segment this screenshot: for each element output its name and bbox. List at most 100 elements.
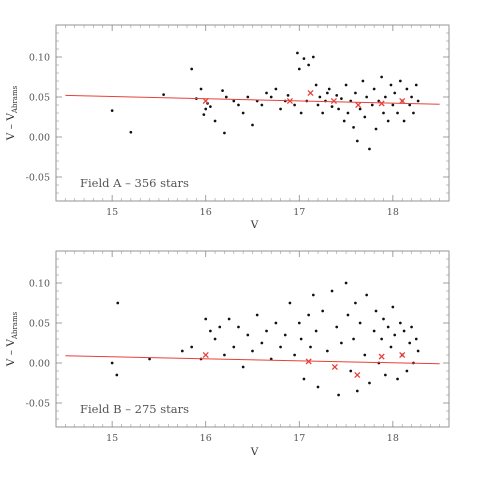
data-point [363,353,367,357]
data-point [209,329,212,333]
binned-mean-marker [354,371,361,379]
data-point [416,99,420,103]
data-point [393,333,397,337]
data-point [349,369,353,373]
data-point [398,79,402,83]
data-point [232,99,236,103]
data-point [227,317,231,321]
data-point [311,293,315,297]
binned-mean-marker [378,100,385,107]
x-axis-label: V [250,446,259,458]
data-point [365,95,369,99]
y-tick-label: 0.05 [29,319,50,330]
data-point [255,313,259,317]
data-point [223,353,226,357]
data-point [374,127,378,131]
binned-mean-marker [378,353,385,360]
data-point [402,329,406,333]
data-point [389,83,393,87]
data-point [344,83,348,87]
y-tick-label: 0.05 [29,93,50,104]
data-point [382,317,385,321]
data-point [380,75,383,79]
data-point [327,87,331,91]
data-point [321,111,325,115]
data-point [396,377,399,381]
data-point [224,95,228,99]
data-point [402,119,406,123]
data-point [335,325,339,329]
data-point [116,301,120,305]
data-point [344,281,348,285]
data-point [213,337,217,341]
data-point [265,329,268,333]
data-point [340,97,343,100]
data-point [410,95,413,99]
y-axis-label: V – VAbrams [5,85,19,141]
data-point [316,385,320,389]
data-point [384,373,387,377]
y-tick-label: 0.10 [29,53,50,64]
data-point [380,337,383,341]
y-tick-label: 0.10 [29,279,50,290]
data-point [286,94,290,97]
data-point [218,325,222,329]
data-point [384,95,387,99]
data-point [204,317,208,321]
data-point [221,89,224,92]
data-point [311,55,315,59]
data-point [293,103,296,107]
data-point [316,103,320,107]
data-point [405,369,409,373]
data-point [416,349,420,353]
data-point [414,337,418,341]
data-point [246,95,250,99]
data-point [365,293,369,297]
data-point [213,119,217,123]
data-point [372,329,376,333]
x-tick-label: 17 [293,433,305,444]
data-point [307,63,310,67]
data-point [299,111,303,115]
y-tick-label: -0.05 [26,173,50,184]
data-point [321,309,325,313]
x-tick-label: 16 [200,207,212,218]
data-point [410,325,413,329]
data-point [297,67,301,71]
fit-line [65,355,440,365]
data-point [190,345,194,349]
data-point [209,105,212,108]
binned-mean-marker [330,97,337,105]
panel-field-a: 15 16 17 18 -0.05 0.00 0.05 0.10 Field A – 356 s… [5,24,450,231]
data-point [237,103,240,107]
data-point [354,301,357,305]
field-annotation: Field A – 356 stars [80,176,189,190]
fit-line [65,94,440,105]
data-point [337,393,340,397]
data-point [340,341,343,345]
data-point [223,131,226,135]
data-point [110,109,114,112]
data-point [405,87,409,91]
data-point [296,51,299,55]
data-point [241,111,245,115]
data-point [279,345,282,349]
data-point [326,349,329,353]
data-point [260,341,264,345]
data-point [129,130,133,134]
y-axis-label-sub: Abrams [11,311,19,340]
data-point [386,119,390,123]
data-point [246,333,250,337]
data-point [180,349,184,353]
binned-mean-marker [202,351,209,359]
data-point [274,321,278,325]
data-point [241,365,245,369]
y-axis-label-main: V – V [5,339,17,368]
data-point [361,79,365,83]
binned-mean-marker [399,351,406,359]
data-point [274,87,278,91]
data-point [358,321,362,325]
x-tick-label: 18 [387,207,399,218]
x-tick-label: 18 [387,433,399,444]
